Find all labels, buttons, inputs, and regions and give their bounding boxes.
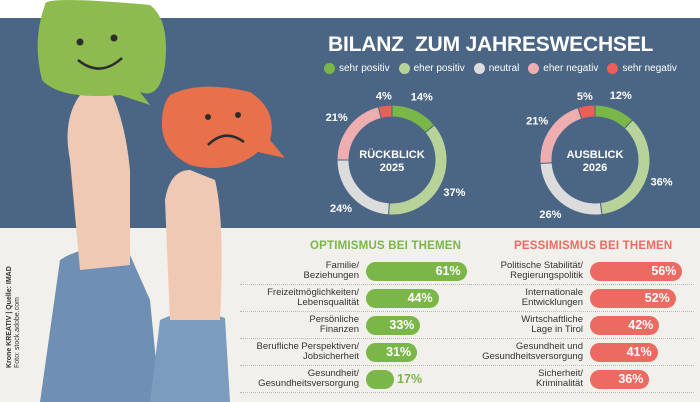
sad-bubble <box>161 86 285 169</box>
bar-value: 41% <box>626 345 652 359</box>
bar: 36% <box>590 369 650 389</box>
donut-center-title: RÜCKBLICK <box>359 148 424 161</box>
bar-row: Internationale Entwicklungen 52% <box>470 285 694 312</box>
bar-label: Gesundheit und Gesundheitsversorgung <box>482 340 583 362</box>
donut-segment-sehr-positiv <box>594 104 634 130</box>
happy-eye <box>76 38 84 46</box>
donut-label: 26% <box>539 209 561 221</box>
bar: 61% <box>366 261 467 281</box>
happy-eye <box>110 34 118 42</box>
legend-label: sehr negativ <box>622 63 677 74</box>
bar-label: Freizeitmöglichkeiten/Lebensqualität <box>267 286 359 308</box>
bar-value: 61% <box>435 264 461 278</box>
jacket-sleeve-right <box>150 311 230 402</box>
bar-row: Gesundheit/Gesundheitsversorgung 17% <box>240 366 470 393</box>
page-title: BILANZ ZUM JAHRESWECHSEL <box>328 33 654 56</box>
arm-left <box>67 90 130 270</box>
bar-value: 17% <box>397 372 423 386</box>
donut-segment-sehr-negativ <box>377 104 393 119</box>
donut-label: 5% <box>577 91 593 103</box>
bar-row: Freizeitmöglichkeiten/Lebensqualität 44% <box>240 285 470 312</box>
bar-row: Persönliche Finanzen 33% <box>240 312 470 339</box>
bar-row: Sicherheit/Kriminalität 36% <box>470 366 694 393</box>
bar <box>366 369 395 389</box>
top-strip <box>0 0 700 18</box>
donut-segment-sehr-negativ <box>577 104 596 120</box>
bar-label: Gesundheit/Gesundheitsversorgung <box>258 367 359 389</box>
donut-center-title: 2025 <box>380 162 404 174</box>
bar: 41% <box>590 342 658 362</box>
bar-label: Wirtschaftliche Lage in Tirol <box>521 313 583 335</box>
bar-value: 52% <box>644 291 670 305</box>
bar: 56% <box>590 261 683 281</box>
legend-label: eher positiv <box>413 63 465 74</box>
bar: 33% <box>366 315 421 335</box>
bar-label: Persönliche Finanzen <box>309 313 359 335</box>
bar-value: 31% <box>386 345 412 359</box>
donut-label: 12% <box>610 90 632 102</box>
legend-item: eher negativ <box>528 63 598 74</box>
donut-label: 24% <box>330 203 352 215</box>
sad-eye <box>205 114 211 120</box>
credit-source: Krone KREATIV | Quelle: IMAD <box>6 266 13 368</box>
bar-label: Berufliche Perspektiven/Jobsicherheit <box>256 340 359 362</box>
bar-row: Gesundheit und Gesundheitsversorgung 41% <box>470 339 694 366</box>
donut-segment-eher-positiv <box>599 119 651 216</box>
bar: 52% <box>590 288 676 308</box>
photo-hands-speech-bubbles <box>37 0 285 402</box>
bar-value: 42% <box>628 318 654 332</box>
bar-row: Wirtschaftliche Lage in Tirol 42% <box>470 312 694 339</box>
legend-dot <box>324 63 335 74</box>
legend: sehr positiv eher positiv neutral eher nega… <box>324 63 677 74</box>
credit-photo: Foto: stock.adobe.com <box>14 297 21 368</box>
legend-item: sehr negativ <box>607 63 677 74</box>
bar: 44% <box>366 288 439 308</box>
bar-row: Politische Stabilität/Regierungspolitik 5… <box>470 258 694 285</box>
optimism-title: OPTIMISMUS BEI THEMEN <box>310 240 462 252</box>
legend-dot <box>398 63 410 74</box>
bar-value: 33% <box>389 318 415 332</box>
arm-right <box>165 170 222 320</box>
donut-center-title: AUSBLICK <box>567 149 624 161</box>
pessimism-title: PESSIMISMUS BEI THEMEN <box>514 240 673 252</box>
bar-label: Internationale Entwicklungen <box>521 286 583 308</box>
legend-dot <box>528 63 540 74</box>
legend-label: sehr positiv <box>339 63 390 74</box>
legend-item: eher positiv <box>398 63 465 74</box>
bar-label: Familie/Beziehungen <box>303 259 359 281</box>
donut-label: 37% <box>443 187 465 199</box>
donut-label: 14% <box>411 92 433 104</box>
bar-label: Politische Stabilität/Regierungspolitik <box>500 259 583 281</box>
donut-label: 36% <box>651 177 673 189</box>
sad-eye <box>235 112 241 118</box>
legend-item: neutral <box>473 63 520 74</box>
legend-dot <box>607 63 619 74</box>
donut-segment-sehr-positiv <box>391 104 436 134</box>
happy-smile <box>77 57 123 70</box>
credit: Krone KREATIV | Quelle: IMAD Foto: stock… <box>6 266 22 368</box>
legend-item: sehr positiv <box>324 63 390 74</box>
happy-bubble <box>37 0 166 105</box>
bar: 42% <box>590 315 660 335</box>
donut-label: 21% <box>526 116 548 128</box>
bar-label: Sicherheit/Kriminalität <box>536 367 583 389</box>
legend-dot <box>473 63 485 74</box>
bar-row: Familie/Beziehungen 61% <box>240 258 470 285</box>
sad-mouth <box>207 134 245 146</box>
bar-value: 36% <box>618 372 644 386</box>
jacket-sleeve <box>40 248 160 402</box>
legend-label: neutral <box>488 63 520 74</box>
bar-value: 44% <box>407 291 433 305</box>
donut-center-title: 2026 <box>583 162 607 174</box>
bar-row: Berufliche Perspektiven/Jobsicherheit 31% <box>240 339 470 366</box>
bar-value: 56% <box>651 264 677 278</box>
legend-label: eher negativ <box>543 63 599 74</box>
donut-label: 4% <box>376 91 392 103</box>
bar: 31% <box>366 342 418 362</box>
donut-label: 21% <box>326 112 348 124</box>
